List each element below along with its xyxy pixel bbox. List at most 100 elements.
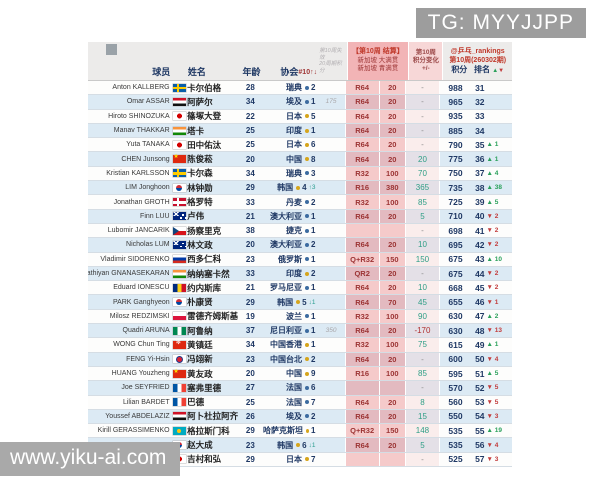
rank-number: 55 xyxy=(475,425,485,436)
player-english-name: WONG Chun Ting xyxy=(113,341,170,349)
association-cell: 韩国 6 ↓1 xyxy=(263,438,317,451)
total-points: 735 xyxy=(448,182,463,193)
points-change: - xyxy=(405,352,440,366)
association-cell: 日本 5 xyxy=(263,110,317,123)
expiring-points xyxy=(317,438,344,451)
association-cell: 韩国 4 ↑3 xyxy=(263,181,317,194)
points-change: 85 xyxy=(405,366,440,381)
result-points: 20 xyxy=(379,95,406,109)
flag-cell xyxy=(172,310,188,323)
rank-cell: 42 ▼ 2 xyxy=(471,238,512,251)
total-points: 695 xyxy=(448,239,463,250)
association-rank-number: 5 xyxy=(302,297,307,307)
flag-cell xyxy=(172,396,188,409)
points-change: 5 xyxy=(405,209,440,223)
rank-number: 34 xyxy=(475,125,485,136)
flag-cell xyxy=(172,224,188,237)
flag-cell xyxy=(172,210,188,223)
result-round: R64 xyxy=(344,152,380,166)
player-english-name: Kirill GERASSIMENKO xyxy=(97,427,170,435)
association-rank-number: 1 xyxy=(310,311,316,321)
player-age: 34 xyxy=(245,97,255,107)
association-dot-icon xyxy=(304,357,309,362)
association-rank-number: 7 xyxy=(310,397,316,407)
expiring-points xyxy=(317,110,344,123)
table-row: Anton KALLBERG 卡尔伯格 28 瑞典 2 R64 20-988 31 xyxy=(88,81,512,96)
expiring-points xyxy=(317,396,344,409)
total-points: 630 xyxy=(448,325,463,336)
rank-cell: 43 ▲ 10 xyxy=(471,253,512,266)
player-chinese-name: 陈俊菘 xyxy=(187,154,213,165)
france-flag-icon xyxy=(172,383,186,392)
player-chinese-name: 西多仁科 xyxy=(187,254,222,265)
association-move-indicator: ↑3 xyxy=(308,184,316,192)
rank-number: 44 xyxy=(475,268,485,279)
player-english-name: HUANG Youzheng xyxy=(111,370,170,378)
total-points: 570 xyxy=(448,382,463,393)
association-move-indicator: ↓1 xyxy=(308,441,316,449)
result-points: 20 xyxy=(379,109,406,123)
rank-number: 54 xyxy=(475,411,485,422)
result-points: 20 xyxy=(379,81,406,95)
expiring-points xyxy=(317,224,344,237)
table-row: Lubomir JANCARIK 扬察里克 38 捷克 1 -698 41 ▼ 2 xyxy=(88,223,512,239)
points-change: 20 xyxy=(405,152,440,166)
result-round: R64 xyxy=(344,281,380,295)
association-cell: 印度 2 xyxy=(263,267,317,280)
association-cell: 日本 6 xyxy=(263,138,317,151)
rank-number: 51 xyxy=(475,368,485,379)
association-dot-icon xyxy=(304,99,309,104)
player-age: 28 xyxy=(245,83,255,93)
player-age: 29 xyxy=(245,183,255,193)
result-points: 20 xyxy=(379,209,406,223)
player-english-name: Yuta TANAKA xyxy=(126,141,170,149)
player-english-name: Lilian BARDET xyxy=(122,398,170,406)
association-rank-number: 2 xyxy=(310,269,316,278)
sort-up-icon: ▲ xyxy=(492,67,499,74)
result-points: 70 xyxy=(379,295,406,309)
association-rank-number: 2 xyxy=(310,354,316,364)
table-row: FENG Yi-Hsin 冯翊新 23 中国台北 2 R64 20-600 50 ▼ 4 xyxy=(88,352,512,367)
table-row: Jonathan GROTH 格罗特 33 丹麦 2 R32 100 85 725 39 ▲ 5 xyxy=(88,195,512,210)
points-change: - xyxy=(405,223,440,238)
expiring-points xyxy=(317,152,344,165)
association-dot-icon xyxy=(304,228,309,233)
result-round: R32 xyxy=(344,195,380,209)
association-name: 日本 xyxy=(285,454,302,464)
association-dot-icon xyxy=(304,257,309,262)
player-chinese-name: 黄镇廷 xyxy=(187,339,213,350)
player-age: 21 xyxy=(245,283,255,293)
points-change: 148 xyxy=(405,424,440,438)
player-age: 25 xyxy=(245,140,255,150)
result-points: 20 xyxy=(379,238,406,252)
player-chinese-name: 卡尔伯格 xyxy=(187,82,222,93)
australia-flag-icon xyxy=(172,212,186,221)
rank-down-indicator: ▼ 4 xyxy=(486,355,499,363)
result-round: R64 xyxy=(344,295,380,309)
player-chinese-name: 巴德 xyxy=(187,397,205,408)
flag-cell xyxy=(172,410,188,423)
sweden-flag-icon xyxy=(172,169,186,178)
rank-cell: 56 ▼ 4 xyxy=(471,438,512,451)
rank-number: 37 xyxy=(475,168,485,179)
association-rank-number: 8 xyxy=(310,154,316,164)
association-dot-icon xyxy=(296,300,301,305)
total-points: 725 xyxy=(448,197,463,208)
total-points: 790 xyxy=(448,139,463,150)
association-rank-number: 6 xyxy=(310,383,316,393)
rank-number: 53 xyxy=(475,397,485,408)
table-body: Anton KALLBERG 卡尔伯格 28 瑞典 2 R64 20-988 31 Omar A… xyxy=(88,81,512,468)
association-rank-number: 6 xyxy=(310,140,316,150)
player-chinese-name: 吉村和弘 xyxy=(187,454,222,465)
result-points xyxy=(379,452,406,467)
player-age: 19 xyxy=(245,311,255,321)
association-dot-icon xyxy=(304,385,309,390)
result-round: R64 xyxy=(344,109,380,123)
expiring-points xyxy=(317,424,344,437)
flag-cell xyxy=(172,253,188,266)
result-round: R16 xyxy=(344,181,380,195)
table-row: Manav THAKKAR 塔卡 25 印度 1 R64 20-885 34 xyxy=(88,123,512,139)
total-points: 535 xyxy=(448,425,463,436)
points-change: 45 xyxy=(405,295,440,309)
